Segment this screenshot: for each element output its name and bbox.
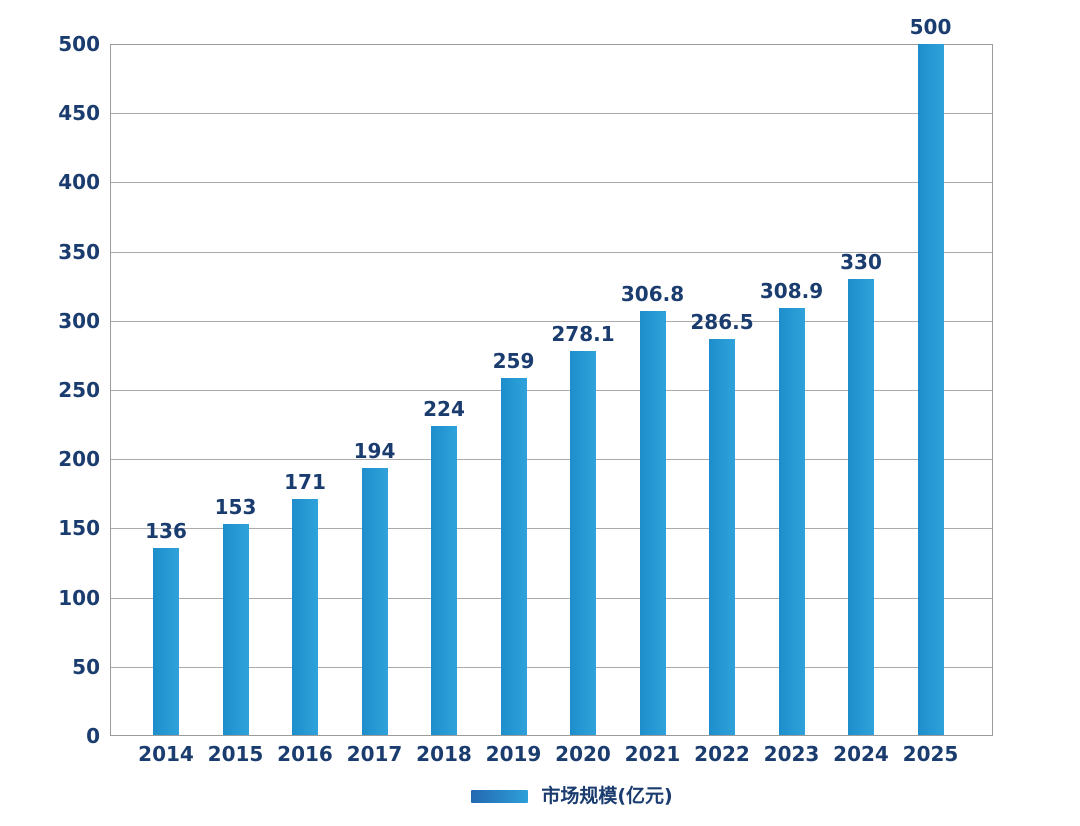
y-axis-tick-label: 300 xyxy=(58,308,100,333)
bar xyxy=(153,547,179,735)
bar-value-label: 286.5 xyxy=(690,310,754,335)
gridline xyxy=(111,320,992,322)
y-axis-tick-label: 200 xyxy=(58,447,100,472)
gridline xyxy=(111,666,992,668)
bar-value-label: 306.8 xyxy=(620,282,685,307)
x-axis-tick-label: 2022 xyxy=(694,742,750,766)
bar xyxy=(222,524,249,735)
y-axis-tick-label: 0 xyxy=(86,724,100,748)
y-axis-tick-label: 350 xyxy=(58,239,100,264)
bar-value-label: 136 xyxy=(145,518,187,543)
legend-label: 市场规模(亿元) xyxy=(541,785,673,807)
bar xyxy=(292,499,318,735)
x-axis-tick-label: 2020 xyxy=(555,742,611,766)
gridline xyxy=(111,113,992,115)
x-axis-tick-label: 2016 xyxy=(277,742,333,766)
bar-value-label: 153 xyxy=(214,495,257,520)
legend-color-swatch xyxy=(471,789,529,803)
y-axis-tick-label: 400 xyxy=(58,170,100,195)
bar xyxy=(431,425,457,735)
bar xyxy=(848,279,874,735)
x-axis-tick-label: 2025 xyxy=(902,742,959,766)
gridline xyxy=(111,459,992,461)
bar xyxy=(778,308,805,735)
x-axis-tick-label: 2017 xyxy=(346,742,403,766)
y-axis-tick-label: 50 xyxy=(72,654,100,679)
x-axis-tick-label: 2024 xyxy=(833,742,889,766)
bar-value-label: 330 xyxy=(840,250,882,275)
y-axis-tick-label: 500 xyxy=(58,32,100,56)
bar xyxy=(500,377,527,735)
legend: 市场规模(亿元) xyxy=(32,784,1080,808)
gridline xyxy=(111,528,992,530)
gridline xyxy=(111,182,992,184)
gridline xyxy=(111,251,992,253)
bar-value-label: 308.9 xyxy=(759,279,824,304)
bar-value-label: 194 xyxy=(353,438,396,463)
gridline xyxy=(111,390,992,391)
bar-value-label: 171 xyxy=(284,470,326,495)
y-axis-tick-label: 100 xyxy=(58,585,100,610)
bar-value-label: 500 xyxy=(909,15,952,39)
x-axis-tick-label: 2019 xyxy=(485,742,542,766)
x-axis-tick-label: 2023 xyxy=(763,742,820,766)
bar-value-label: 224 xyxy=(423,396,465,421)
bar-value-label: 259 xyxy=(492,348,535,373)
bar xyxy=(917,44,944,735)
plot-area xyxy=(110,44,993,736)
x-axis-tick-label: 2014 xyxy=(138,742,194,766)
bar xyxy=(709,339,735,735)
y-axis-tick-label: 150 xyxy=(58,516,100,541)
gridline xyxy=(111,597,992,599)
y-axis-tick-label: 450 xyxy=(58,101,100,126)
x-axis-tick-label: 2021 xyxy=(624,742,681,766)
bar xyxy=(570,351,596,735)
bar-value-label: 278.1 xyxy=(551,322,615,347)
x-axis-tick-label: 2015 xyxy=(207,742,264,766)
y-axis-tick-label: 250 xyxy=(58,378,100,402)
x-axis-tick-label: 2018 xyxy=(416,742,472,766)
bar xyxy=(639,311,666,735)
bar xyxy=(361,467,388,735)
